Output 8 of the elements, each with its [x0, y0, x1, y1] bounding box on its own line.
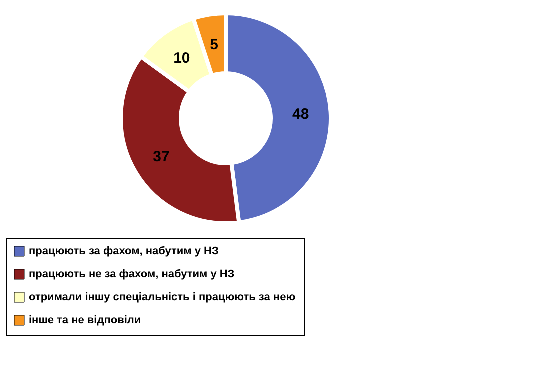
data-label: 48	[292, 106, 310, 123]
legend-label: працюють за фахом, набутим у НЗ	[29, 246, 219, 258]
legend-label: отримали іншу спеціальність і працюють за нею	[29, 292, 296, 304]
legend-label: працюють не за фахом, набутим у НЗ	[29, 268, 235, 280]
data-label: 37	[153, 148, 170, 166]
data-label: 5	[210, 36, 218, 54]
legend-label: інше та не відповіли	[29, 314, 142, 326]
data-label: 10	[174, 50, 190, 67]
